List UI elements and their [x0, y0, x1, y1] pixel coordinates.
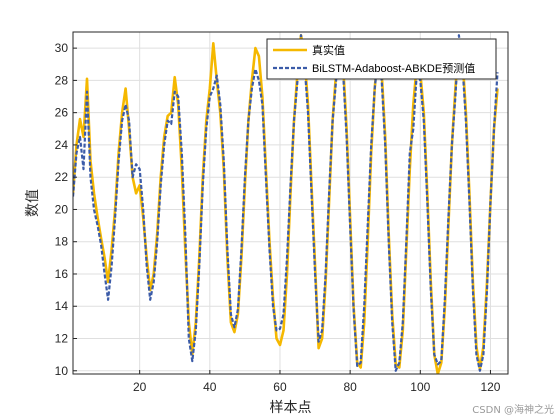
- x-tick-label: 120: [480, 380, 500, 394]
- x-tick-label: 100: [410, 380, 430, 394]
- y-tick-label: 22: [55, 170, 69, 184]
- legend: 真实值 BiLSTM-Adaboost-ABKDE预测值: [266, 38, 497, 80]
- x-tick-label: 20: [133, 380, 147, 394]
- y-tick-label: 16: [55, 267, 69, 281]
- y-tick-label: 20: [55, 202, 69, 216]
- y-tick-label: 18: [55, 235, 69, 249]
- x-tick-label: 80: [343, 380, 357, 394]
- y-axis-label: 数值: [24, 189, 40, 217]
- y-tick-label: 12: [55, 332, 69, 346]
- series-line-predicted: [73, 34, 499, 372]
- plot-series: [73, 33, 499, 374]
- legend-label-predicted: BiLSTM-Adaboost-ABKDE预测值: [312, 62, 475, 75]
- x-axis-label: 样本点: [270, 399, 312, 415]
- y-tick-label: 26: [55, 106, 69, 120]
- y-tick-label: 28: [55, 73, 69, 87]
- series-line-actual: [73, 33, 499, 374]
- legend-label-actual: 真实值: [312, 43, 345, 57]
- axes-frame: [72, 31, 509, 375]
- x-tick-label: 60: [273, 380, 287, 394]
- y-tick-label: 24: [55, 138, 69, 152]
- legend-box: [266, 38, 497, 80]
- axis-ticks: 20 40 60 80 100 120 10 12 14 16 18 20 22 24 26 28 30: [55, 41, 501, 394]
- watermark: CSDN @海神之光: [472, 405, 554, 416]
- y-tick-label: 10: [55, 364, 69, 378]
- y-tick-label: 14: [55, 299, 69, 313]
- x-tick-label: 40: [203, 380, 217, 394]
- y-tick-label: 30: [55, 41, 69, 55]
